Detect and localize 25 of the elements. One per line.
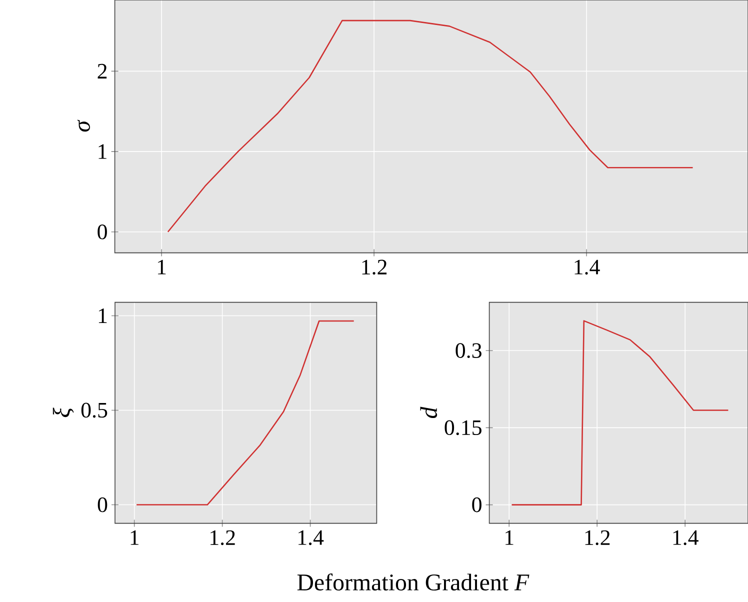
- x-tick-label: 1.2: [585, 530, 610, 546]
- y-tick-label: 0.15: [444, 420, 482, 436]
- y-tick-label: 1: [98, 144, 106, 159]
- x-tick-label: 1.4: [298, 530, 324, 546]
- x-axis-title: Deformation Gradient F: [297, 573, 530, 591]
- x-tick-label: 1.4: [673, 530, 698, 546]
- y-tick-label: 0: [98, 224, 107, 240]
- y-tick-label: 0: [472, 497, 482, 512]
- line-series: [136, 320, 354, 506]
- y-tick-label: 2: [98, 64, 107, 78]
- line-series: [511, 320, 729, 506]
- y-tick-label: 0.5: [81, 402, 108, 418]
- y-tick-label: 0.3: [456, 343, 482, 358]
- y-axis-title: ξ: [52, 408, 74, 418]
- x-tick-label: 1: [130, 530, 139, 545]
- line-series: [167, 20, 694, 233]
- y-tick-label: 0: [98, 497, 108, 512]
- x-tick-label: 1: [158, 260, 166, 274]
- y-axis-title: d: [420, 406, 438, 418]
- y-tick-label: 1: [98, 308, 107, 323]
- x-tick-label: 1: [506, 530, 514, 545]
- x-tick-label: 1.4: [574, 260, 600, 275]
- x-tick-label: 1.2: [210, 530, 235, 546]
- x-tick-label: 1.2: [362, 260, 387, 275]
- y-axis-title: σ: [77, 120, 90, 132]
